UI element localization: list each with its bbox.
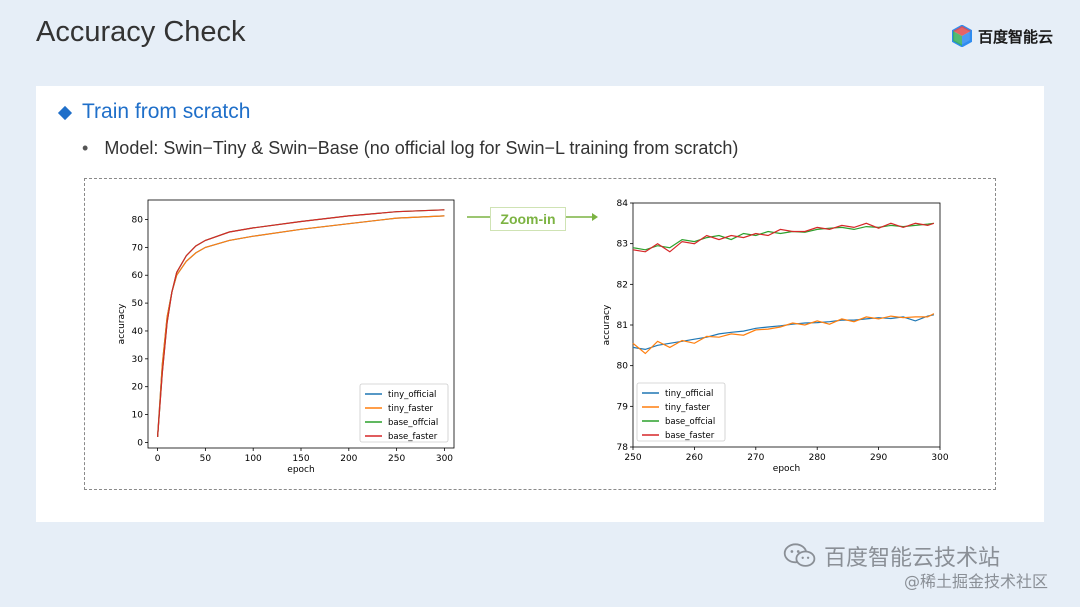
legend-label: tiny_official (388, 390, 436, 400)
y-tick-label: 83 (617, 240, 628, 250)
logo-text: 百度智能云 (978, 27, 1054, 46)
legend-label: tiny_faster (388, 404, 434, 414)
figure-frame (84, 178, 996, 490)
watermark: 百度智能云技术站 (782, 540, 1000, 572)
watermark-subtext: @稀土掘金技术社区 (904, 572, 1049, 591)
x-tick-label: 250 (388, 454, 405, 464)
x-tick-label: 250 (624, 453, 641, 463)
brand-logo: 百度智能云 (952, 24, 1053, 48)
baidu-cloud-logo-icon (952, 25, 972, 47)
x-tick-label: 50 (200, 454, 212, 464)
zoom-arrow-icon (467, 213, 598, 221)
section-title: Train from scratch (82, 100, 251, 123)
series-line-base-offcial (632, 222, 934, 251)
x-tick-label: 270 (747, 453, 764, 463)
slide-title: Accuracy Check (36, 16, 246, 48)
y-tick-label: 70 (132, 243, 144, 253)
x-tick-label: 0 (155, 454, 161, 464)
bullet-item: • Model: Swin−Tiny & Swin−Base (no offic… (82, 138, 738, 159)
bullet-text: Model: Swin−Tiny & Swin−Base (no officia… (104, 138, 739, 158)
x-tick-label: 300 (436, 454, 453, 464)
y-tick-label: 81 (617, 321, 628, 331)
x-tick-label: 280 (809, 453, 826, 463)
y-tick-label: 50 (132, 299, 144, 309)
legend-label: tiny_official (665, 389, 713, 399)
x-axis-label: epoch (287, 465, 314, 475)
series-line-base-faster (632, 222, 935, 253)
y-tick-label: 30 (132, 355, 144, 365)
legend-label: base_faster (388, 432, 438, 442)
watermark-text: 百度智能云技术站 (824, 546, 1001, 571)
legend-label: base_offcial (388, 418, 438, 428)
y-tick-label: 78 (617, 443, 629, 453)
x-tick-label: 100 (245, 454, 262, 464)
legend-box (359, 383, 449, 443)
legend-label: base_offcial (665, 417, 715, 427)
series-line-base-faster (157, 209, 445, 437)
legend-label: base_faster (665, 431, 715, 441)
legend: tiny_official tiny_faster base_offcialbase… (636, 382, 726, 442)
y-tick-label: 60 (132, 271, 144, 281)
y-tick-label: 20 (132, 383, 144, 393)
y-axis-label: accuracy (117, 303, 127, 344)
x-tick-label: 200 (340, 454, 357, 464)
y-axis-label: accuracy (602, 304, 612, 345)
x-tick-label: 260 (686, 453, 703, 463)
chart-1: 0 50 100 150 200 250 300 0 10 20 30 40 50 60 70 80 epoch… (117, 199, 455, 475)
x-tick-label: 150 (292, 454, 309, 464)
y-tick-label: 84 (617, 199, 629, 209)
series-line-tiny-faster (632, 313, 935, 355)
legend-label: tiny_faster (665, 403, 711, 413)
series-line-tiny-faster (157, 215, 445, 437)
bullet-dot-icon: • (82, 138, 89, 158)
x-tick-label: 290 (870, 453, 887, 463)
y-tick-label: 80 (617, 362, 629, 372)
legend: tiny_official tiny_faster base_offcialbase… (359, 383, 449, 443)
y-tick-label: 80 (132, 216, 144, 226)
y-tick-label: 79 (617, 402, 629, 412)
wechat-icon (783, 543, 816, 567)
y-tick-label: 40 (132, 327, 144, 337)
zoom-in-label: Zoom-in (490, 207, 566, 231)
y-tick-label: 82 (617, 280, 628, 290)
legend-box (636, 382, 726, 442)
chart-2: 250 260 270 280 290 300 78 79 80 81 82 83 84 epoch acc… (602, 199, 949, 474)
y-tick-label: 0 (137, 438, 143, 448)
y-tick-label: 10 (132, 411, 144, 421)
x-tick-label: 300 (931, 453, 948, 463)
x-axis-label: epoch (773, 464, 800, 474)
